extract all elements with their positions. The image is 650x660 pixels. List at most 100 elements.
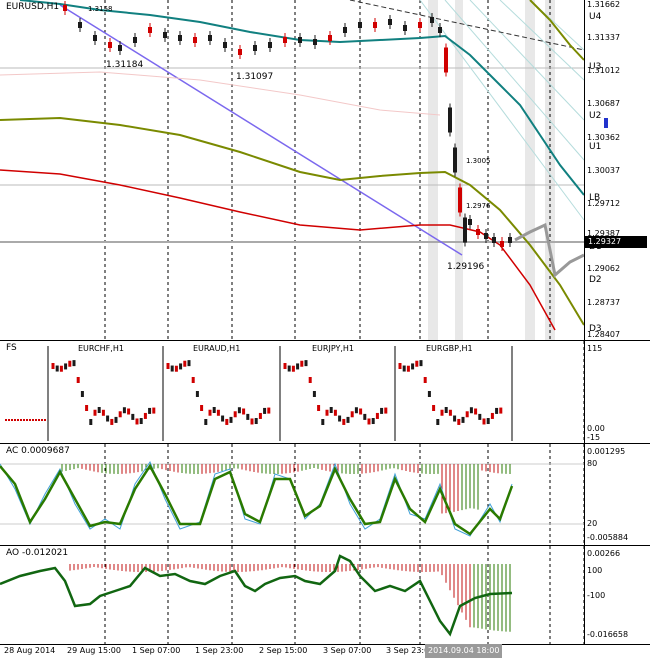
mini-candle [432,405,436,411]
chart-title: EURUSD,H1 [6,2,60,12]
ac-tick: 0.001295 [587,447,626,456]
time-separators [104,0,551,340]
currencies-pane[interactable]: FS EURCHF,H1 EURAUD,H1 EURJPY,H1 EURGBP,… [0,341,650,444]
main-chart-pane[interactable]: EURUSD,H1 1.3158 1.31184 1.31097 1.3005 … [0,0,650,341]
mini-candle [237,407,241,414]
mini-candle [221,415,225,422]
ao-line [0,554,513,637]
mini-candle [29,419,31,421]
currencies-svg [5,341,585,443]
ac-label: AC 0.0009687 [6,446,70,456]
price-tick: 1.29712 [587,199,621,208]
candle-body [438,27,442,33]
candle-body [268,42,272,48]
price-tick: 1.31662 [587,0,621,9]
mini-candle [283,363,287,369]
price-tick: 1.31337 [587,33,621,42]
mini-candle [208,409,212,416]
mini-candle [254,418,258,425]
mini-candle [76,377,80,383]
candle-body [238,49,242,55]
mini-candle [448,409,452,416]
price-tick: 1.30687 [587,99,621,108]
mini-candle [8,419,10,421]
ao-pane[interactable]: AO -0.012021 0.00266 100 -100 -0.016658 [0,546,650,645]
mini-candle [469,407,473,414]
candle-body [430,17,434,23]
low-annotation-2: 1.31097 [236,72,274,82]
candle-body [343,27,347,33]
low-annotation-3: 1.29196 [447,262,485,272]
ac-pane[interactable]: AC 0.0009687 0.001295 80 20 -0.005884 [0,444,650,546]
mini-candle [263,407,267,414]
candle-body [388,19,392,25]
mini-candle [474,408,478,415]
mini-candle [367,418,371,425]
mini-candle [51,363,55,369]
candle-body [492,237,496,243]
candle-body [178,35,182,41]
currencies-tick: 115 [587,344,603,353]
ao-tick: -100 [587,591,606,600]
mini-candle [317,405,321,411]
mid-annotation-1: 1.3005 [466,157,491,165]
mini-candle [225,418,229,425]
currencies-label: FS [6,343,17,353]
candle-body [463,217,467,243]
mini-candle [26,419,28,421]
ac-tick: -0.005884 [587,533,629,542]
candle-body [358,22,362,28]
mini-candle [80,391,84,397]
olive-ma [0,116,585,326]
mini-candle [41,419,43,421]
mid-annotation-2: 1.2976 [466,202,491,210]
candle-body [476,229,480,235]
mini-candle [338,415,342,422]
candle-body [133,37,137,43]
candle-body [298,37,302,43]
mini-candle [20,419,22,421]
mini-candle [291,365,295,372]
current-price-box: 1.29327 [585,236,647,248]
level-u4: U4 [589,12,602,22]
symbol-eurchf: EURCHF,H1 [78,344,124,353]
mini-candle [35,419,37,421]
mini-candle [64,363,68,370]
time-label: 29 Aug 15:00 [67,646,121,655]
mini-candle [380,407,384,414]
price-axis[interactable] [584,0,650,340]
candle-body [508,237,512,243]
mini-candle [427,391,431,397]
mini-candle [114,416,118,423]
mini-candle [457,418,461,425]
mini-candle [166,363,170,369]
mini-candle [465,411,469,418]
mini-candle [312,391,316,397]
mini-candle [267,407,271,414]
mini-candle [55,365,59,372]
mini-candle [152,407,156,414]
mini-candle [174,365,178,372]
mini-candle [44,419,46,421]
mini-candle [216,409,220,416]
candle-body [313,39,317,45]
candle-body [63,5,67,11]
mini-candle [110,418,114,425]
price-tick: 1.28407 [587,330,621,339]
mini-candle [68,360,72,367]
currencies-tick: 0.00 [587,424,605,433]
mini-candle [97,407,101,414]
mini-candle [304,360,308,367]
ac-tick: 20 [587,519,598,528]
mini-candle [482,418,486,425]
candle-body [500,241,504,247]
mini-candle [38,419,40,421]
candle-body [403,25,407,31]
mini-candle [486,418,490,425]
mini-candle [346,416,350,423]
high-annotation: 1.3158 [88,5,113,13]
mini-candle [23,419,25,421]
candle-body [223,42,227,48]
mini-candle [89,419,93,425]
mini-candle [106,415,110,422]
